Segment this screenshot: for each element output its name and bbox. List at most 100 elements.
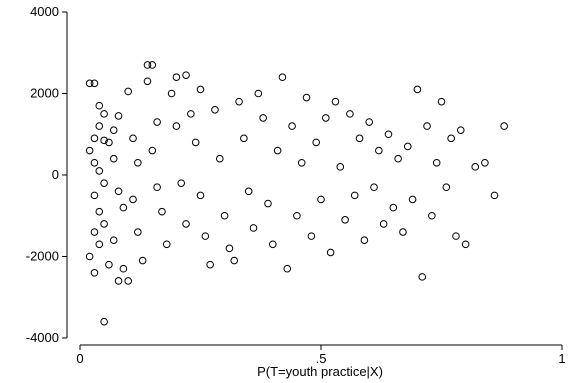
scatter-point xyxy=(109,236,118,244)
scatter-point xyxy=(95,240,104,249)
scatter-point xyxy=(109,126,118,134)
scatter-point xyxy=(191,138,200,147)
x-tick-label: .5 xyxy=(316,351,327,366)
scatter-point xyxy=(254,89,263,98)
scatter-point xyxy=(432,158,441,167)
scatter-point xyxy=(355,134,364,143)
scatter-point xyxy=(138,256,147,265)
scatter-point xyxy=(346,110,354,118)
scatter-point xyxy=(490,191,499,200)
scatter-point xyxy=(201,232,210,240)
scatter-point xyxy=(293,211,301,220)
scatter-point xyxy=(240,134,248,143)
scatter-point xyxy=(109,154,118,163)
scatter-point xyxy=(437,97,446,106)
scatter-point xyxy=(399,228,407,236)
scatter-point xyxy=(288,122,296,130)
scatter-point xyxy=(143,61,152,69)
scatter-point xyxy=(129,134,137,143)
scatter-point xyxy=(264,199,272,208)
scatter-point xyxy=(461,240,470,249)
scatter-point xyxy=(162,240,171,249)
scatter-point xyxy=(129,195,137,204)
scatter-point xyxy=(384,130,393,139)
scatter-point xyxy=(220,211,229,220)
scatter-point xyxy=(331,97,340,106)
scatter-point xyxy=(442,183,451,192)
scatter-point xyxy=(389,203,398,212)
scatter-point xyxy=(336,163,345,171)
scatter-point xyxy=(114,112,123,120)
scatter-point xyxy=(90,191,99,200)
scatter-point xyxy=(119,203,128,212)
scatter-point xyxy=(230,256,239,265)
scatter-point xyxy=(259,114,267,122)
scatter-point xyxy=(211,106,219,114)
scatter-point xyxy=(312,138,320,147)
scatter-point xyxy=(196,85,205,94)
scatter-point xyxy=(350,191,359,200)
scatter-point xyxy=(172,122,181,130)
scatter-point xyxy=(134,158,142,167)
x-tick-label: 0 xyxy=(76,351,83,366)
scatter-point xyxy=(124,277,132,285)
scatter-point xyxy=(452,232,460,240)
scatter-point xyxy=(307,232,316,240)
scatter-point xyxy=(370,183,378,192)
scatter-point xyxy=(85,79,94,88)
x-tick-label: 1 xyxy=(558,351,565,366)
scatter-point xyxy=(177,179,186,187)
x-axis-title: P(T=youth practice|X) xyxy=(257,364,383,379)
scatter-point xyxy=(278,73,287,81)
scatter-point xyxy=(225,244,234,253)
scatter-point xyxy=(153,183,161,192)
scatter-point xyxy=(158,207,166,216)
scatter-point xyxy=(114,187,123,196)
scatter-point xyxy=(85,252,94,261)
scatter-point xyxy=(85,146,94,155)
y-tick-label: -4000 xyxy=(26,330,59,345)
scatter-point xyxy=(153,118,161,126)
scatter-point xyxy=(182,71,190,79)
y-tick-label: 0 xyxy=(52,167,59,182)
scatter-point xyxy=(167,89,176,98)
scatter-point xyxy=(423,122,431,130)
scatter-point xyxy=(365,118,374,126)
axes-layer: -4000 -2000 0 2000 4000 0 .5 1 xyxy=(26,4,566,366)
scatter-point xyxy=(134,228,142,236)
scatter-point xyxy=(403,142,412,151)
scatter-point xyxy=(172,73,181,81)
scatter-point xyxy=(341,216,349,224)
scatter-point xyxy=(100,136,108,145)
scatter-point xyxy=(148,61,157,69)
scatter-point xyxy=(471,163,480,171)
scatter-point xyxy=(90,269,99,277)
scatter-point xyxy=(379,220,388,228)
scatter-point xyxy=(143,77,152,86)
scatter-point xyxy=(244,187,253,196)
scatter-point xyxy=(418,273,427,281)
scatter-point xyxy=(297,158,306,167)
scatter-point xyxy=(317,195,325,204)
scatter-point xyxy=(95,101,104,110)
scatter-point xyxy=(95,122,104,130)
scatter-point xyxy=(375,146,383,155)
scatter-point xyxy=(196,191,205,200)
scatter-point xyxy=(360,236,369,244)
scatter-point xyxy=(206,260,214,269)
scatter-point xyxy=(283,264,292,273)
scatter-point xyxy=(95,207,104,216)
scatter-point xyxy=(273,146,282,155)
points-layer xyxy=(85,61,508,326)
scatter-point xyxy=(249,224,258,232)
scatter-point xyxy=(408,195,417,204)
scatter-point xyxy=(90,79,99,88)
scatter-point xyxy=(182,220,190,228)
scatter-point xyxy=(90,134,99,143)
scatter-point xyxy=(500,122,508,130)
scatter-point xyxy=(235,97,243,106)
scatter-point xyxy=(269,240,277,249)
y-tick-label: 4000 xyxy=(30,4,59,19)
